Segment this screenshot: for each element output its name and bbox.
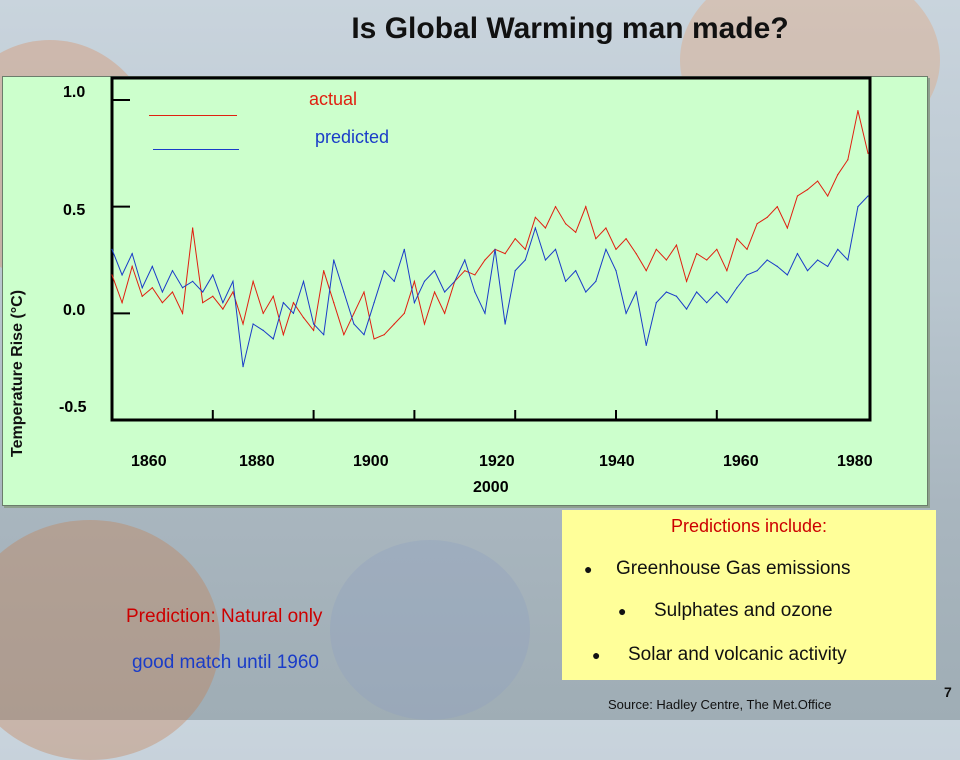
natural-match-label: good match until 1960 (132, 652, 319, 673)
chart-panel: Temperature Rise (°C) 1.0 0.5 0.0 -0.5 a… (2, 76, 928, 506)
x-tick-label: 1920 (479, 453, 515, 470)
natural-prediction-label: Prediction: Natural only (126, 606, 323, 627)
x-tick-label: 1940 (599, 453, 635, 470)
legend-actual-label: actual (309, 89, 358, 109)
slide-title: Is Global Warming man made? (351, 12, 789, 45)
source-citation: Source: Hadley Centre, The Met.Office (608, 697, 832, 712)
prediction-item-label: Solar and volcanic activity (628, 644, 847, 665)
x-tick-label: 1860 (131, 453, 167, 470)
legend-predicted-line (153, 149, 239, 150)
slide-number: 7 (944, 684, 952, 700)
y-axis-title: Temperature Rise (°C) (9, 289, 26, 457)
y-tick-label: 0.5 (63, 202, 86, 219)
bullet-icon: ● (592, 647, 601, 663)
legend-predicted-label: predicted (315, 127, 390, 147)
background-balloon (0, 520, 220, 760)
predictions-heading: Predictions include: (670, 516, 828, 536)
bullet-icon: ● (618, 603, 627, 619)
background-balloon (330, 540, 530, 720)
y-tick-label: 1.0 (63, 84, 86, 101)
predictions-box: Predictions include: ● Greenhouse Gas em… (562, 510, 936, 680)
prediction-item-label: Sulphates and ozone (654, 600, 833, 621)
x-tick-label: 1980 (837, 453, 873, 470)
x-extra-label: 2000 (473, 479, 509, 496)
x-tick-label: 1960 (723, 453, 759, 470)
x-tick-label: 1900 (353, 453, 389, 470)
x-tick-label: 1880 (239, 453, 275, 470)
prediction-item-label: Greenhouse Gas emissions (616, 558, 851, 579)
bullet-icon: ● (584, 561, 593, 577)
y-tick-label: 0.0 (63, 302, 86, 319)
y-tick-label: -0.5 (59, 399, 87, 416)
legend-actual-line (149, 115, 237, 116)
